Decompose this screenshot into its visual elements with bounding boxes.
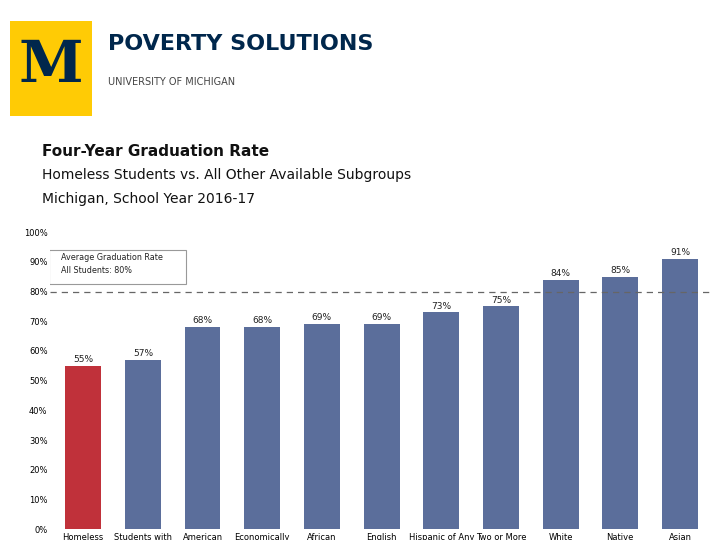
Bar [184,327,220,529]
Bar [304,324,340,529]
Bar [483,306,519,529]
Bar [543,280,579,529]
Text: 75%: 75% [491,296,511,305]
Text: Michigan, School Year 2016-17: Michigan, School Year 2016-17 [42,192,255,206]
Text: 57%: 57% [132,349,153,358]
Text: UNIVERSITY OF MICHIGAN: UNIVERSITY OF MICHIGAN [108,77,235,87]
Bar [662,259,698,529]
Text: 55%: 55% [73,355,94,364]
Text: 68%: 68% [192,316,212,326]
Text: M: M [19,38,84,94]
Bar [364,324,400,529]
FancyBboxPatch shape [10,21,92,116]
Text: 69%: 69% [312,314,332,322]
Text: Four-Year Graduation Rate: Four-Year Graduation Rate [42,144,269,159]
Text: 69%: 69% [372,314,392,322]
Bar [125,360,161,529]
Bar [423,312,459,529]
Text: 85%: 85% [611,266,631,275]
Text: POVERTY SOLUTIONS: POVERTY SOLUTIONS [108,34,374,54]
Text: 68%: 68% [252,316,272,326]
Bar [66,366,101,529]
Text: 91%: 91% [670,248,690,257]
Text: Homeless Students vs. All Other Available Subgroups: Homeless Students vs. All Other Availabl… [42,168,411,182]
Text: Average Graduation Rate: Average Graduation Rate [60,253,163,262]
Bar [603,276,638,529]
Text: 84%: 84% [551,269,571,278]
Text: All Students: 80%: All Students: 80% [60,266,132,275]
FancyBboxPatch shape [49,249,186,285]
Text: 73%: 73% [431,302,451,310]
Bar [244,327,280,529]
